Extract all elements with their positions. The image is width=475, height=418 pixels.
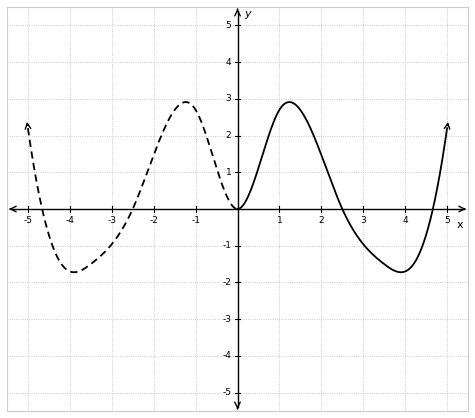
Text: 2: 2 xyxy=(226,131,231,140)
Text: 5: 5 xyxy=(444,216,450,224)
Text: -4: -4 xyxy=(66,216,74,224)
Text: 1: 1 xyxy=(276,216,282,224)
Text: -5: -5 xyxy=(23,216,32,224)
Text: 3: 3 xyxy=(361,216,366,224)
Text: -5: -5 xyxy=(222,388,231,397)
Text: 3: 3 xyxy=(226,94,231,103)
Text: -3: -3 xyxy=(107,216,116,224)
Text: -3: -3 xyxy=(222,315,231,324)
Text: y: y xyxy=(244,9,250,19)
Text: -1: -1 xyxy=(222,241,231,250)
Text: x: x xyxy=(456,220,463,230)
Text: -4: -4 xyxy=(222,352,231,360)
Text: 5: 5 xyxy=(226,21,231,30)
Text: -2: -2 xyxy=(222,278,231,287)
Text: 1: 1 xyxy=(226,168,231,177)
Text: 2: 2 xyxy=(319,216,324,224)
Text: -1: -1 xyxy=(191,216,200,224)
Text: 4: 4 xyxy=(226,58,231,66)
Text: -2: -2 xyxy=(149,216,158,224)
Text: 4: 4 xyxy=(402,216,408,224)
